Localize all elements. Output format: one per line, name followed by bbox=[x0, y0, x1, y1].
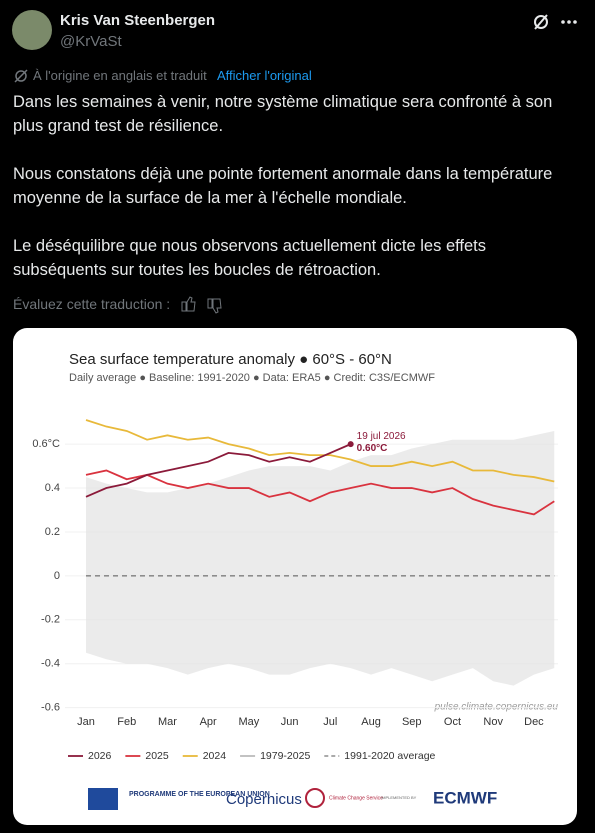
series-line bbox=[85, 419, 555, 483]
rate-translation: Évaluez cette traduction : bbox=[13, 296, 171, 312]
x-tick-label: Sep bbox=[402, 716, 422, 728]
c3s-logo bbox=[305, 788, 325, 808]
chart: Sea surface temperature anomaly ● 60°S -… bbox=[32, 351, 558, 810]
translate-icon bbox=[14, 69, 28, 83]
logo-text: Climate Change Service bbox=[329, 795, 383, 801]
end-point bbox=[347, 441, 354, 448]
x-tick-label: Dec bbox=[524, 716, 544, 728]
x-tick-label: May bbox=[238, 716, 259, 728]
x-tick-label: Oct bbox=[444, 716, 461, 728]
avatar[interactable] bbox=[12, 10, 52, 50]
range-area bbox=[86, 430, 555, 686]
legend-label: 2025 bbox=[145, 750, 169, 762]
translation-note: À l'origine en anglais et traduit bbox=[33, 68, 207, 83]
logo-text: ECMWF bbox=[433, 788, 497, 807]
y-tick-label: 0.4 bbox=[45, 482, 60, 494]
logo-text: Copernicus bbox=[226, 791, 302, 808]
annotation: 19 jul 2026 bbox=[357, 431, 406, 442]
x-tick-label: Nov bbox=[483, 716, 503, 728]
logo-text: PROGRAMME OF THE EUROPEAN UNION bbox=[129, 791, 270, 798]
header-icons[interactable] bbox=[530, 10, 585, 34]
y-tick-label: 0.6°C bbox=[32, 438, 60, 450]
show-original-link[interactable]: Afficher l'original bbox=[217, 68, 312, 83]
x-tick-label: Feb bbox=[117, 716, 136, 728]
logo-text: IMPLEMENTED BY bbox=[381, 795, 417, 800]
series-line bbox=[85, 443, 352, 498]
paragraph: Le déséquilibre que nous observons actue… bbox=[13, 237, 486, 279]
value-label: 0.60°C bbox=[357, 443, 388, 454]
x-tick-label: Aug bbox=[361, 716, 381, 728]
y-tick-label: -0.4 bbox=[41, 658, 60, 670]
y-tick-label: 0 bbox=[54, 570, 60, 582]
legend-label: 1979-2025 bbox=[260, 750, 310, 762]
x-tick-label: Jan bbox=[77, 716, 95, 728]
user-name[interactable]: Kris Van Steenbergen bbox=[60, 12, 216, 29]
rate-buttons[interactable] bbox=[180, 296, 225, 314]
paragraph: Dans les semaines à venir, notre système… bbox=[13, 93, 553, 135]
chart-subtitle: Daily average ● Baseline: 1991-2020 ● Da… bbox=[69, 372, 435, 384]
user-handle[interactable]: @KrVaSt bbox=[60, 33, 122, 50]
series-line bbox=[85, 469, 555, 516]
y-tick-label: 0.2 bbox=[45, 526, 60, 538]
y-tick-label: -0.6 bbox=[41, 702, 60, 714]
y-tick-label: -0.2 bbox=[41, 614, 60, 626]
chart-title: Sea surface temperature anomaly ● 60°S -… bbox=[69, 351, 392, 368]
paragraph: Nous constatons déjà une pointe fortemen… bbox=[13, 165, 553, 207]
x-tick-label: Jun bbox=[281, 716, 299, 728]
legend-label: 1991-2020 average bbox=[344, 750, 435, 762]
legend-label: 2026 bbox=[88, 750, 112, 762]
x-tick-label: Jul bbox=[323, 716, 337, 728]
eu-flag bbox=[88, 788, 118, 810]
x-tick-label: Mar bbox=[158, 716, 177, 728]
chart-card[interactable]: Sea surface temperature anomaly ● 60°S -… bbox=[13, 328, 577, 825]
x-tick-label: Apr bbox=[200, 716, 217, 728]
legend-label: 2024 bbox=[203, 750, 227, 762]
